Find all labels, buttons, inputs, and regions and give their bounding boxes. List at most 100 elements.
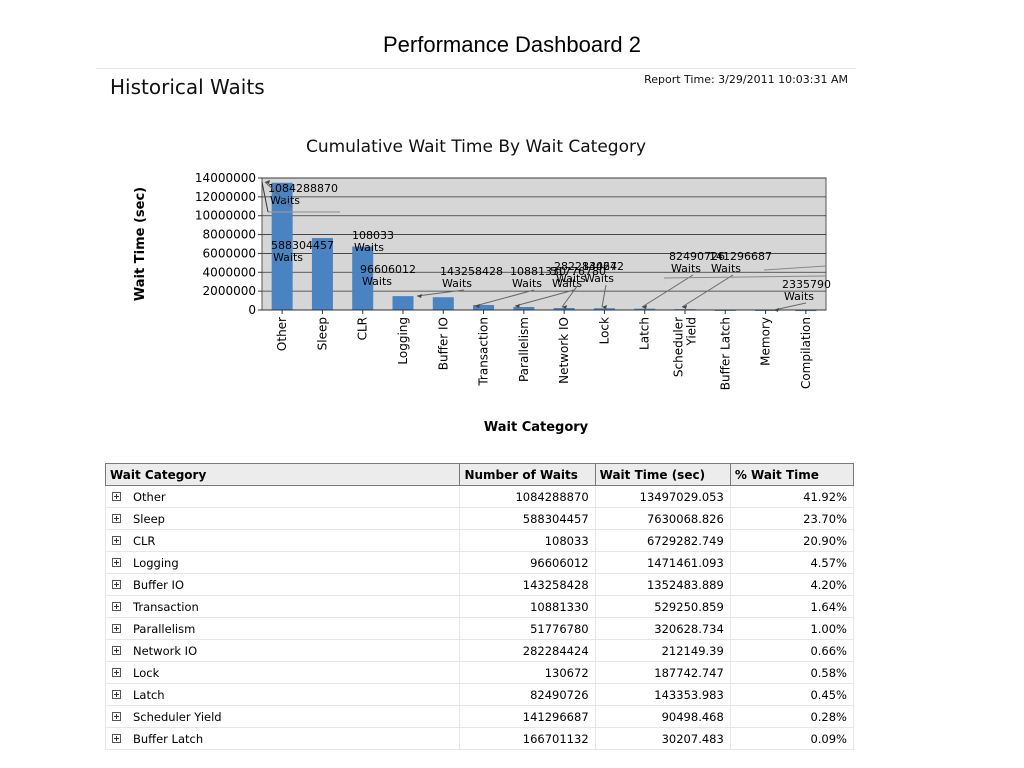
divider — [96, 68, 856, 69]
cell-waits: 141296687 — [459, 705, 596, 728]
cell-waits: 96606012 — [459, 551, 596, 574]
wait-time-chart: Cumulative Wait Time By Wait Category Wai… — [96, 126, 856, 446]
expand-icon[interactable] — [112, 579, 121, 589]
cell-waits: 166701132 — [459, 727, 596, 750]
x-tick-label: Sleep — [315, 317, 329, 350]
expand-icon[interactable] — [112, 711, 121, 721]
cell-time: 6729282.749 — [594, 529, 731, 552]
expand-icon[interactable] — [112, 667, 121, 677]
expand-icon[interactable] — [112, 535, 121, 545]
x-tick-label: Buffer Latch — [718, 317, 732, 390]
report-time: Report Time: 3/29/2011 10:03:31 AM — [644, 73, 848, 86]
category-label: CLR — [133, 533, 156, 548]
x-tick-label: Buffer IO — [436, 317, 450, 370]
bar — [271, 182, 293, 310]
data-label-count: 2335790 — [782, 278, 831, 291]
label-leader-line — [681, 274, 734, 308]
category-label: Buffer IO — [133, 577, 185, 592]
expand-icon[interactable] — [112, 557, 121, 567]
col-header-pct[interactable]: % Wait Time — [729, 463, 855, 486]
table-row: Network IO 282284424 212149.39 0.66% — [104, 639, 855, 662]
data-label-count: 588304457 — [271, 239, 334, 252]
label-leader-line — [641, 274, 694, 308]
label-leader-line — [261, 181, 269, 213]
x-tick-label: Network IO — [557, 317, 571, 384]
table-row: Logging 96606012 1471461.093 4.57% — [104, 551, 855, 574]
bar — [513, 306, 535, 310]
cell-waits: 1084288870 — [459, 485, 596, 508]
cell-time: 30207.483 — [594, 727, 731, 750]
cell-time: 212149.39 — [594, 639, 731, 662]
cell-pct: 4.20% — [729, 573, 855, 596]
bar — [392, 296, 414, 310]
cell-pct: 0.66% — [729, 639, 855, 662]
x-tick-label: Memory — [759, 317, 773, 366]
expand-icon[interactable] — [112, 601, 121, 611]
cell-time: 1471461.093 — [594, 551, 731, 574]
data-label-unit: Waits — [784, 290, 814, 303]
cell-pct: 23.70% — [729, 507, 855, 530]
data-label-count: 82490726 — [669, 250, 725, 263]
expand-icon[interactable] — [112, 623, 121, 633]
cell-category: Latch — [104, 683, 461, 706]
table-row: Scheduler Yield 141296687 90498.468 0.28% — [104, 705, 855, 728]
label-leader-line — [561, 284, 579, 308]
col-header-waits[interactable]: Number of Waits — [459, 463, 596, 486]
label-leader-line — [763, 265, 827, 271]
label-leader-line — [264, 181, 293, 208]
cell-pct: 41.92% — [729, 485, 855, 508]
data-label-count: 143258428 — [440, 265, 503, 278]
cell-category: Logging — [104, 551, 461, 574]
data-label-count: 1084288870 — [268, 182, 338, 195]
expand-icon[interactable] — [112, 645, 121, 655]
plot-area — [261, 177, 827, 311]
cell-time: 529250.859 — [594, 595, 731, 618]
x-tick-label: Logging — [396, 317, 410, 365]
data-label-count: 108033 — [352, 229, 394, 242]
table-row: Transaction 10881330 529250.859 1.64% — [104, 595, 855, 618]
expand-icon[interactable] — [112, 733, 121, 743]
y-tick-label: 8000000 — [203, 228, 256, 242]
bar — [553, 307, 575, 310]
col-header-category[interactable]: Wait Category — [104, 463, 461, 486]
bar — [593, 308, 615, 310]
x-tick-label: Latch — [638, 317, 652, 350]
label-arrowhead — [774, 308, 779, 312]
label-leader-line — [601, 284, 607, 308]
cell-pct: 20.90% — [729, 529, 855, 552]
expand-icon[interactable] — [112, 689, 121, 699]
bar — [634, 308, 656, 310]
data-label-unit: Waits — [512, 277, 542, 290]
x-tick-label: Other — [275, 317, 289, 351]
expand-icon[interactable] — [112, 491, 121, 501]
category-label: Sleep — [133, 511, 165, 526]
table-row: Lock 130672 187742.747 0.58% — [104, 661, 855, 684]
expand-icon[interactable] — [112, 513, 121, 523]
wait-table: Wait Category Number of Waits Wait Time … — [104, 463, 855, 750]
cell-category: Network IO — [104, 639, 461, 662]
label-arrowhead — [602, 305, 607, 309]
y-tick-label: 4000000 — [203, 265, 256, 279]
table-row: Sleep 588304457 7630068.826 23.70% — [104, 507, 855, 530]
cell-time: 90498.468 — [594, 705, 731, 728]
data-label-count: 130672 — [582, 260, 624, 273]
y-tick-label: 6000000 — [203, 246, 256, 260]
cell-waits: 588304457 — [459, 507, 596, 530]
table-row: Parallelism 51776780 320628.734 1.00% — [104, 617, 855, 640]
label-leader-line — [514, 289, 575, 307]
cell-category: Other — [104, 485, 461, 508]
x-tick-label: Lock — [597, 317, 611, 344]
y-axis-label: Wait Time (sec) — [133, 187, 148, 301]
cell-category: CLR — [104, 529, 461, 552]
cell-time: 1352483.889 — [594, 573, 731, 596]
table-row: Other 1084288870 13497029.053 41.92% — [104, 485, 855, 508]
data-label-count: 96606012 — [360, 263, 416, 276]
col-header-time[interactable]: Wait Time (sec) — [594, 463, 731, 486]
x-tick-label: Scheduler — [672, 317, 686, 377]
data-label-unit: Waits — [556, 272, 586, 285]
y-tick-label: 2000000 — [203, 284, 256, 298]
cell-category: Lock — [104, 661, 461, 684]
label-leader-line — [416, 289, 465, 297]
label-leader-line — [474, 289, 535, 307]
x-tick-label: CLR — [356, 317, 370, 340]
